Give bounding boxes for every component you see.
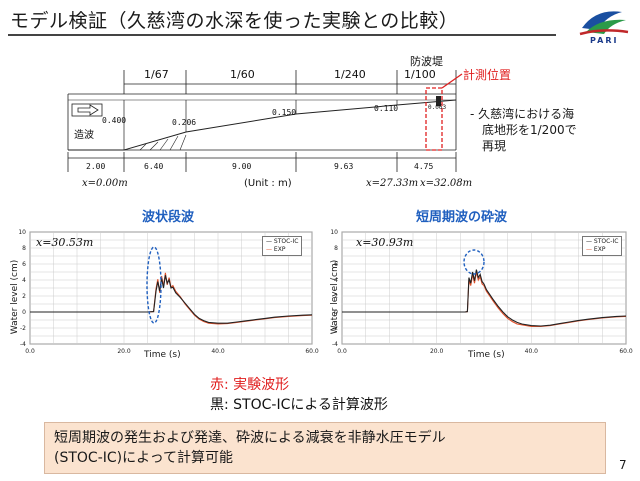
summary-box [44,422,606,474]
depth-value: 0.400 [102,116,127,125]
x-tick-label: 0.0 [337,348,347,355]
y-tick-label: 2 [334,293,338,300]
bathymetry-profile-diagram [67,70,463,172]
slope-4: 1/100 [404,68,436,81]
depth-value: 0.063 [428,104,447,111]
x-end-label: x=32.08m [420,178,473,189]
legend-stoc: — STOC-IC [586,238,619,245]
chart-1-ylabel: Water level (cm) [10,259,20,335]
y-tick-label: 8 [334,245,338,252]
x-tick-label: 20.0 [430,348,444,355]
x-start-label: x=0.00m [82,178,128,189]
chart-2-annotation: x=30.93m [356,236,414,249]
chart-1-annotation: x=30.53m [36,236,94,249]
y-tick-label: -4 [332,341,338,348]
black-legend-note: 黒: STOC-ICによる計算波形 [210,397,388,413]
x-tick-label: 40.0 [525,348,539,355]
x-tick-label: 20.0 [117,348,131,355]
chart-2-ylabel: Water level (cm) [330,259,340,335]
chart-1-xlabel: Time (s) [144,350,181,360]
measurement-position-marker [425,87,443,151]
series-line-stoc-ic [342,269,627,327]
note-line: 底地形を1/200で [482,123,577,137]
segment-length: 6.40 [144,162,164,171]
measurement-pointer-line [441,73,463,89]
red-legend-note: 赤: 実験波形 [210,377,290,393]
summary-text: 短周期波の発生および発達、砕波による減衰を非静水圧モデル (STOC-IC)によ… [54,428,446,468]
y-tick-label: 6 [334,261,338,268]
depth-value: 0.110 [374,104,399,113]
slide-title: モデル検証（久慈湾の水深を使った実験との比較） [10,10,459,32]
legend-exp: — EXP [266,246,286,253]
chart-2-xlabel: Time (s) [468,350,505,360]
y-tick-label: 4 [334,277,338,284]
legend-exp: — EXP [586,246,606,253]
chart-1-legend: — STOC-IC — EXP [262,236,303,256]
note-line: 再現 [482,139,507,153]
summary-line-2: (STOC-IC)によって計算可能 [54,450,233,466]
y-tick-label: 0 [334,309,338,316]
segment-length: 9.63 [334,162,354,171]
segment-length: 9.00 [232,162,252,171]
y-tick-label: 10 [18,229,26,236]
depth-value: 0.206 [172,118,197,127]
x-tick-label: 60.0 [619,348,633,355]
slope-1: 1/67 [144,68,169,81]
unit-label: (Unit : m) [244,178,292,189]
page-number: 7 [619,458,627,472]
y-tick-label: 8 [22,245,26,252]
highlight-ellipse [463,249,485,275]
chart-2-legend: — STOC-IC — EXP [582,236,623,256]
y-tick-label: 6 [22,261,26,268]
measure-position-label: 計測位置 [463,68,512,82]
note-line: - 久慈湾における海 [470,107,575,121]
breakwater-label: 防波堤 [410,55,443,68]
y-tick-label: 2 [22,293,26,300]
y-tick-label: -2 [20,325,26,332]
x-mid-label: x=27.33m [366,178,419,189]
highlight-ellipse [146,246,162,324]
chart-2-title: 短周期波の砕波 [416,210,508,225]
segment-length: 2.00 [86,162,106,171]
wave-maker-label: 造波 [74,130,94,141]
y-tick-label: 10 [330,229,338,236]
logo-text: PARI [590,36,619,45]
pari-logo [579,11,629,36]
legend-stoc: — STOC-IC [266,238,299,245]
x-tick-label: 60.0 [305,348,319,355]
wave-arrow-icon [77,104,99,116]
segment-length: 4.75 [414,162,434,171]
series-line-stoc-ic [30,275,313,324]
slope-3: 1/240 [334,68,366,81]
slope-2: 1/60 [230,68,255,81]
title-underline [8,34,556,36]
seabed-profile [68,99,457,151]
chart-1-title: 波状段波 [142,210,195,225]
depth-value: 0.150 [272,108,297,117]
y-tick-label: -4 [20,341,26,348]
x-tick-label: 40.0 [211,348,225,355]
x-tick-label: 0.0 [25,348,35,355]
breakwater-shape [436,96,441,106]
chart-2: 10 8 6 4 2 0 -2 -40.0 20.0 40.0 60.0 [330,229,633,355]
summary-line-1: 短周期波の発生および発達、砕波による減衰を非静水圧モデル [54,430,446,446]
y-tick-label: 4 [22,277,26,284]
y-tick-label: 0 [22,309,26,316]
y-tick-label: -2 [332,325,338,332]
